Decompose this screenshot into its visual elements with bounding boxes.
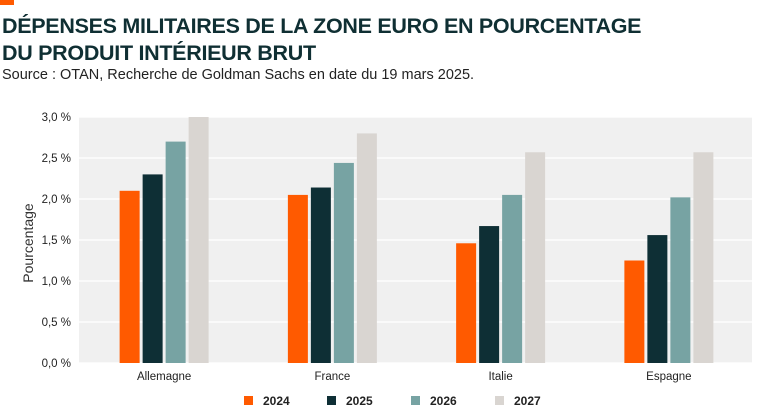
chart-source: Source : OTAN, Recherche de Goldman Sach… [2,67,475,83]
y-tick-label: 2,0 % [42,194,71,206]
bar-2024-italie [456,243,477,363]
y-tick-label: 2,5 % [42,153,71,165]
legend-label-2026: 2026 [430,394,457,408]
bar-2026-allemagne [165,141,186,363]
bar-2027-allemagne [188,117,209,363]
chart-title-line-1: DÉPENSES MILITAIRES DE LA ZONE EURO EN P… [2,14,642,38]
legend-swatch-2025 [327,396,336,405]
x-tick-label: Allemagne [137,371,191,383]
bar-2027-espagne [693,152,714,363]
bar-2026-france [333,162,354,363]
bar-2026-espagne [670,197,691,363]
y-tick-label: 0,5 % [42,317,71,329]
bar-2024-allemagne [119,190,140,363]
chart-title: DÉPENSES MILITAIRES DE LA ZONE EURO EN P… [2,13,642,67]
chart-title-line-2: DU PRODUIT INTÉRIEUR BRUT [2,41,316,65]
x-tick-label: Espagne [646,371,691,383]
legend-label-2024: 2024 [263,394,290,408]
bar-2026-italie [502,194,523,363]
bar-2027-italie [525,152,546,363]
y-tick-label: 1,5 % [42,235,71,247]
y-tick-label: 1,0 % [42,276,71,288]
bar-2025-france [310,187,331,363]
x-tick-label: France [314,371,350,383]
legend-swatch-2026 [411,396,420,405]
y-axis-title: Pourcentage [20,203,36,283]
x-tick-label: Italie [488,371,512,383]
bar-2025-espagne [647,235,668,363]
bar-2025-allemagne [142,174,163,363]
accent-bar [0,0,14,5]
y-tick-label: 3,0 % [42,112,71,124]
bar-2024-espagne [624,260,645,363]
bar-2025-italie [479,226,500,363]
legend-label-2027: 2027 [514,394,541,408]
legend-swatch-2027 [495,396,504,405]
legend-label-2025: 2025 [346,394,373,408]
y-tick-label: 0,0 % [42,358,71,370]
bar-2024-france [287,194,308,363]
bar-2027-france [356,133,377,363]
legend-swatch-2024 [244,396,253,405]
